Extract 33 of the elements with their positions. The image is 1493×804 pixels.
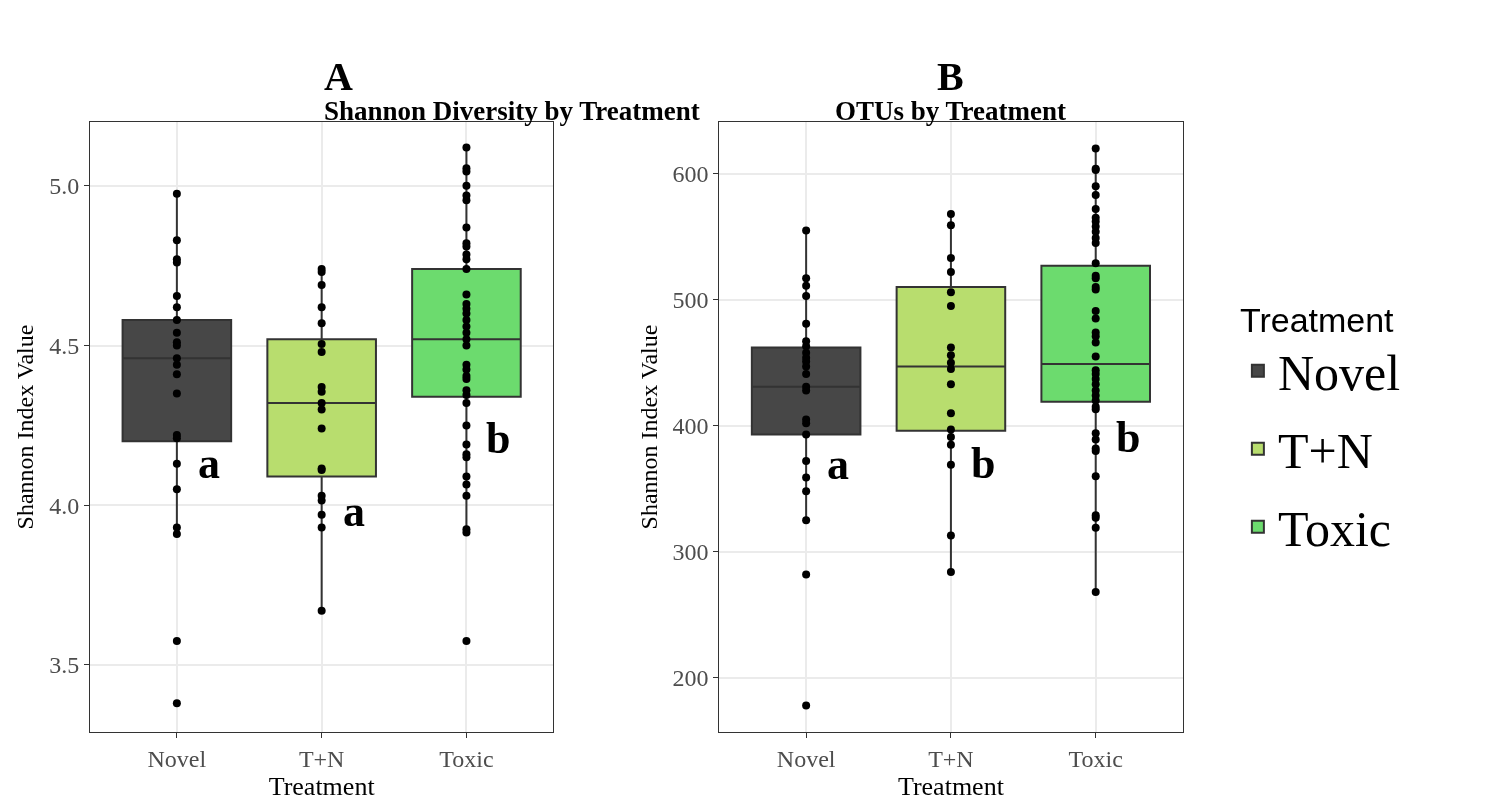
x-axis-title: Treatment (897, 771, 1005, 801)
y-tick-label: 4.0 (49, 492, 80, 519)
legend-label: T+N (1277, 423, 1373, 480)
chart-subtitle: OTUs by Treatment (835, 96, 1067, 126)
y-tick-label: 200 (672, 665, 709, 692)
x-axis-title: Treatment (268, 771, 376, 801)
annotation: b (486, 414, 511, 463)
y-tick-label: 600 (672, 161, 709, 188)
x-tick-label: Toxic (439, 745, 494, 772)
y-tick-label: 4.5 (49, 332, 80, 359)
annotation: b (1116, 413, 1141, 462)
y-tick-label: 500 (672, 287, 709, 314)
y-axis-title: Shannon Index Value (635, 324, 662, 530)
legend-label: Novel (1277, 345, 1401, 402)
annotation: a (343, 487, 365, 536)
chart-title: B (937, 54, 964, 99)
annotation: a (827, 440, 849, 489)
annotation: b (971, 439, 996, 488)
chart-title: A (324, 54, 353, 99)
x-tick-label: Novel (147, 745, 207, 772)
x-tick-label: T+N (928, 745, 974, 772)
chart-subtitle: Shannon Diversity by Treatment (324, 96, 700, 126)
x-tick-label: Novel (776, 745, 836, 772)
legend-label: Toxic (1277, 501, 1392, 558)
y-tick-label: 3.5 (49, 652, 80, 679)
y-tick-label: 5.0 (49, 173, 80, 200)
x-tick-label: T+N (298, 745, 345, 772)
x-tick-label: Toxic (1068, 745, 1123, 772)
y-axis-title: Shannon Index Value (12, 324, 39, 530)
annotation: a (198, 439, 220, 488)
legend-title: Treatment (1239, 300, 1395, 339)
y-tick-label: 400 (672, 413, 709, 440)
y-tick-label: 300 (672, 539, 709, 566)
